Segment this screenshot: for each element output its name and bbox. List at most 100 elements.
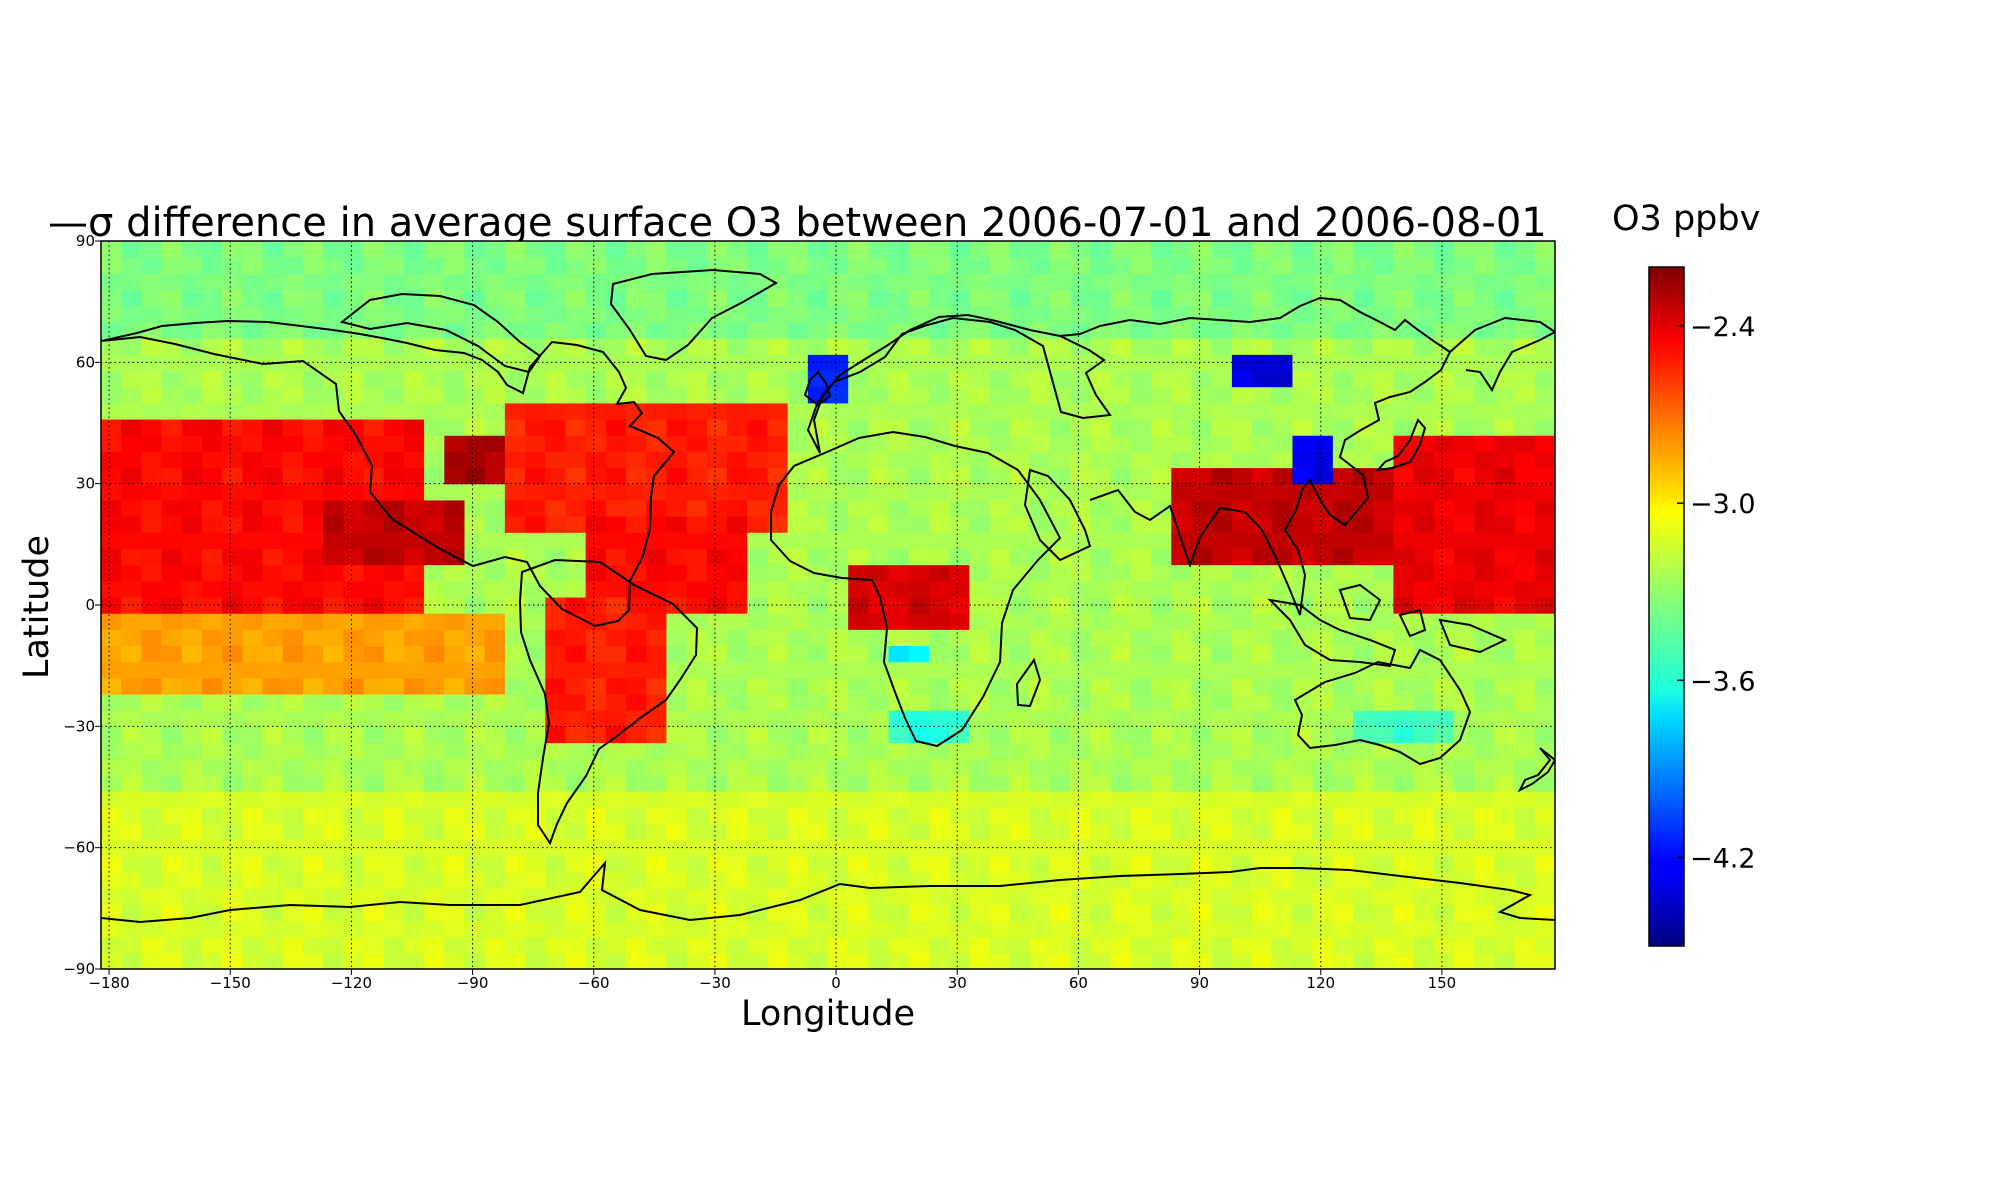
heatmap-cell [201,564,223,582]
heatmap-cell [747,435,769,452]
heatmap-cell [1454,936,1475,954]
heatmap-cell [686,532,708,549]
heatmap-cell [1433,823,1455,841]
heatmap-cell [302,677,324,695]
heatmap-cell [787,823,809,841]
heatmap-cell [545,855,567,873]
heatmap-cell [504,564,526,582]
heatmap-cell [1110,370,1132,388]
heatmap-cell [1130,710,1152,727]
heatmap-cell [565,499,587,517]
heatmap-cell [444,774,466,792]
heatmap-cell [888,386,910,404]
heatmap-cell [565,645,587,663]
heatmap-cell [868,920,890,938]
heatmap-cell [828,241,849,258]
heatmap-cell [767,354,789,372]
heatmap-cell [928,370,950,388]
heatmap-cell [262,402,284,420]
heatmap-cell [989,580,1011,598]
heatmap-cell [262,499,284,517]
heatmap-cell [1494,920,1516,938]
heatmap-cell [706,354,728,372]
heatmap-cell [888,548,910,566]
heatmap-cell [1272,354,1294,372]
heatmap-cell [747,564,769,582]
coast-north-america [101,319,676,628]
heatmap-cell [1070,855,1092,873]
heatmap-cell [464,888,486,905]
heatmap-cell [181,564,203,582]
heatmap-cell [181,791,203,808]
heatmap-cell [424,338,445,355]
heatmap-cell [787,289,809,307]
heatmap-cell [1353,402,1374,420]
heatmap-cell [424,435,445,452]
heatmap-cell [767,629,789,647]
heatmap-cell [1332,499,1354,517]
heatmap-cell [1009,871,1031,889]
heatmap-cell [828,402,849,420]
heatmap-cell [1151,871,1172,889]
heatmap-cell [1050,758,1071,776]
heatmap-cell [1494,386,1516,404]
heatmap-cell [121,758,142,776]
heatmap-cell [302,305,324,323]
heatmap-cell [565,726,587,744]
heatmap-cell [525,483,546,501]
heatmap-cell [302,888,324,905]
heatmap-cell [403,564,425,582]
heatmap-cell [1534,435,1555,452]
heatmap-cell [1433,241,1455,258]
heatmap-cell [646,661,668,679]
heatmap-cell [646,726,668,744]
heatmap-cell [201,936,223,954]
heatmap-cell [262,580,284,598]
heatmap-cell [1494,338,1516,355]
heatmap-cell [424,661,445,679]
heatmap-cell [969,710,991,727]
heatmap-cell [1191,888,1213,905]
heatmap-cell [1514,629,1536,647]
heatmap-cell [545,418,567,436]
heatmap-cell [1514,693,1536,711]
heatmap-cell [484,435,506,452]
heatmap-cell [1312,516,1334,533]
heatmap-cell [1252,710,1273,727]
heatmap-cell [706,241,728,258]
heatmap-cell [424,758,445,776]
heatmap-cell [1494,516,1516,533]
heatmap-cell [969,888,991,905]
heatmap-cell [888,321,910,339]
heatmap-cell [1151,532,1172,549]
heatmap-cell [969,920,991,938]
heatmap-cell [424,871,445,889]
heatmap-cell [383,467,405,485]
heatmap-cell [1272,370,1294,388]
heatmap-cell [767,742,789,760]
heatmap-cell [1211,370,1233,388]
heatmap-cell [666,742,688,760]
heatmap-cell [646,791,668,808]
heatmap-cell [706,483,728,501]
x-tick-label: 120 [1306,974,1335,992]
heatmap-cell [1413,257,1435,274]
heatmap-cell [403,402,425,420]
heatmap-cell [363,677,385,695]
heatmap-cell [242,257,264,274]
heatmap-cell [908,904,930,922]
heatmap-cell [949,516,970,533]
heatmap-cell [1151,839,1172,857]
x-tick-label: 30 [948,974,967,992]
coast-asia [1059,296,1452,616]
heatmap-cell [1110,338,1132,355]
heatmap-cell [747,645,769,663]
heatmap-cell [383,516,405,533]
heatmap-cell [1252,548,1273,566]
heatmap-cell [686,564,708,582]
heatmap-cell [121,677,142,695]
heatmap-cell [666,305,688,323]
heatmap-cell [706,516,728,533]
heatmap-cell [181,629,203,647]
heatmap-cell [222,241,243,258]
